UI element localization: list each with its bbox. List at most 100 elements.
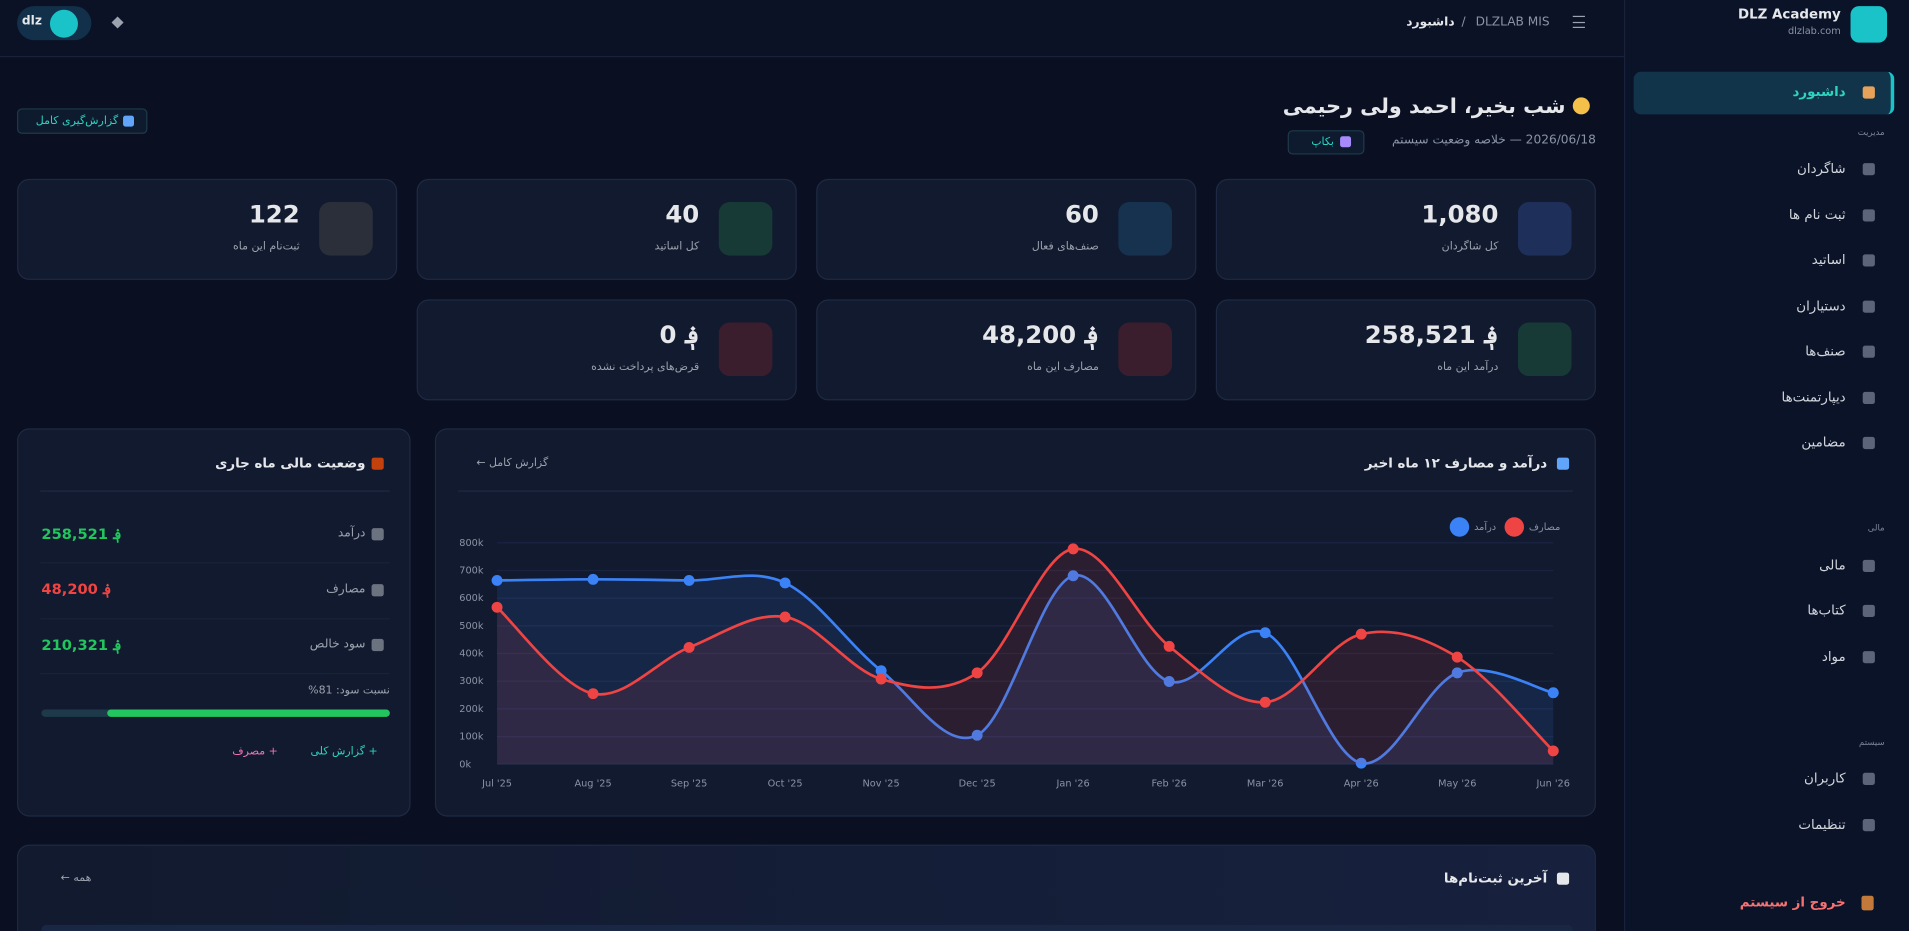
sidebar-icon [1862,86,1875,99]
recent-title-icon [1556,872,1570,885]
backup-icon [1340,136,1352,148]
stat-value: 40 [665,199,700,229]
logout[interactable]: خروج از سیستم [1739,894,1846,911]
stat-label: قرض‌های پرداخت نشده [591,360,700,374]
full-report-icon [123,115,135,127]
greeting-title: شب بخیر، احمد ولی رحیمی [1282,94,1566,120]
row-icon [371,528,384,541]
point [1355,628,1367,640]
point [683,574,695,586]
sidebar-item-active[interactable] [1633,71,1895,115]
sidebar-icon [1862,772,1875,785]
point [1547,687,1559,699]
sidebar-item[interactable]: مواد [1821,648,1846,665]
stat-icon [718,322,773,377]
chart-title-icon [1556,457,1570,470]
report-link[interactable]: + گزارش کلی [310,745,378,758]
sidebar-item[interactable]: مالی [1819,557,1846,574]
chart: 0k 100k 200k 300k 400k 500k 600k 700k 800k Jul '2… [459,517,1570,790]
point [875,673,887,685]
stat-label: صنف‌های فعال [1031,240,1099,253]
sidebar [1623,0,1909,931]
point [779,577,791,589]
legend-swatch [1504,517,1525,537]
stat-value: 122 [248,199,300,229]
point [587,573,599,585]
stat-icon [1517,202,1572,256]
sidebar-item[interactable]: تنظیمات [1798,816,1846,833]
backup-button[interactable] [1287,130,1365,155]
divider [40,673,390,675]
legend-label: درآمد [1474,520,1496,533]
x-tick-label: Jul '25 [481,779,512,790]
line [496,547,1555,752]
sidebar-item[interactable]: دستیاران [1796,298,1846,314]
user-name: dlz [21,14,42,28]
stat-icon [718,202,773,256]
finance-value: 48,200 ؋ [41,580,112,598]
breadcrumb-root: DLZLAB MIS [1475,15,1550,30]
brand-name: DLZ Academy [1737,6,1841,23]
sidebar-item[interactable]: اساتید [1811,252,1846,269]
x-tick-label: Sep '25 [671,779,708,790]
row-icon [371,638,384,652]
stat-card [17,178,398,280]
sidebar-icon [1862,650,1875,663]
sidebar-heading: مدیریت [1857,127,1885,138]
y-tick-label: 600k [459,593,484,604]
finance-value: 258,521 ؋ [41,525,122,543]
table-head [41,924,1573,931]
full-report-button[interactable] [17,108,148,134]
finance-title: وضعیت مالی ماه جاری [215,455,366,472]
y-tick-label: 100k [459,732,484,743]
breadcrumb-sep: / [1461,15,1466,30]
sidebar-icon [1862,604,1875,618]
stat-value: 258,521 ؋ [1364,320,1499,350]
sidebar-icon [1862,436,1875,450]
brand-logo [1850,6,1888,43]
expense-link[interactable]: + مصرف [232,745,278,758]
sidebar-icon [1862,163,1875,176]
stat-value: 60 [1064,199,1099,229]
x-tick-label: May '26 [1438,779,1476,790]
stat-label: درآمد این ماه [1437,360,1499,374]
menu-icon[interactable] [1572,15,1585,28]
recent-link[interactable]: همه ← [60,872,92,885]
point [1163,640,1175,652]
y-tick-label: 700k [459,565,484,576]
sidebar-item[interactable]: مضامین [1801,434,1846,451]
sidebar-item[interactable]: داشبورد [1792,84,1846,101]
sidebar-icon [1862,559,1875,572]
divider [458,490,1573,492]
finance-value: 210,321 ؋ [41,636,122,654]
point [491,574,503,586]
sidebar-heading: مالی [1867,523,1885,534]
y-tick-label: 500k [459,621,484,632]
moon-icon [1572,97,1590,115]
greeting-subtitle: 2026/06/18 — خلاصه وضعیت سیستم [1392,133,1596,148]
stat-value: 1,080 [1421,199,1499,229]
stat-value: 48,200 ؋ [982,320,1099,350]
sidebar-item[interactable]: ثبت نام ها [1788,206,1846,223]
logout-icon [1861,895,1874,911]
area [497,548,1554,765]
chart-link[interactable]: گزارش کامل ← [476,457,549,470]
sidebar-item[interactable]: شاگردان [1797,161,1846,177]
sidebar-item[interactable]: دیپارتمنت‌ها [1781,389,1846,406]
sidebar-icon [1862,391,1875,404]
recent-panel [17,844,1596,931]
recent-title: آخرین ثبت‌نام‌ها [1443,870,1548,887]
stat-label: ثبت‌نام این ماه [233,240,300,253]
sidebar-icon [1862,345,1875,358]
backup-label: بکاپ [1311,135,1334,148]
x-tick-label: Feb '26 [1151,779,1186,790]
sidebar-item[interactable]: صنف‌ها [1805,343,1846,360]
sidebar-heading: سیستم [1859,737,1885,747]
area [497,575,1554,765]
sidebar-item[interactable]: کتاب‌ها [1807,602,1846,619]
x-tick-label: Nov '25 [863,779,900,790]
sidebar-item[interactable]: کاربران [1804,770,1846,787]
point [1355,757,1367,769]
row-icon [371,583,384,596]
